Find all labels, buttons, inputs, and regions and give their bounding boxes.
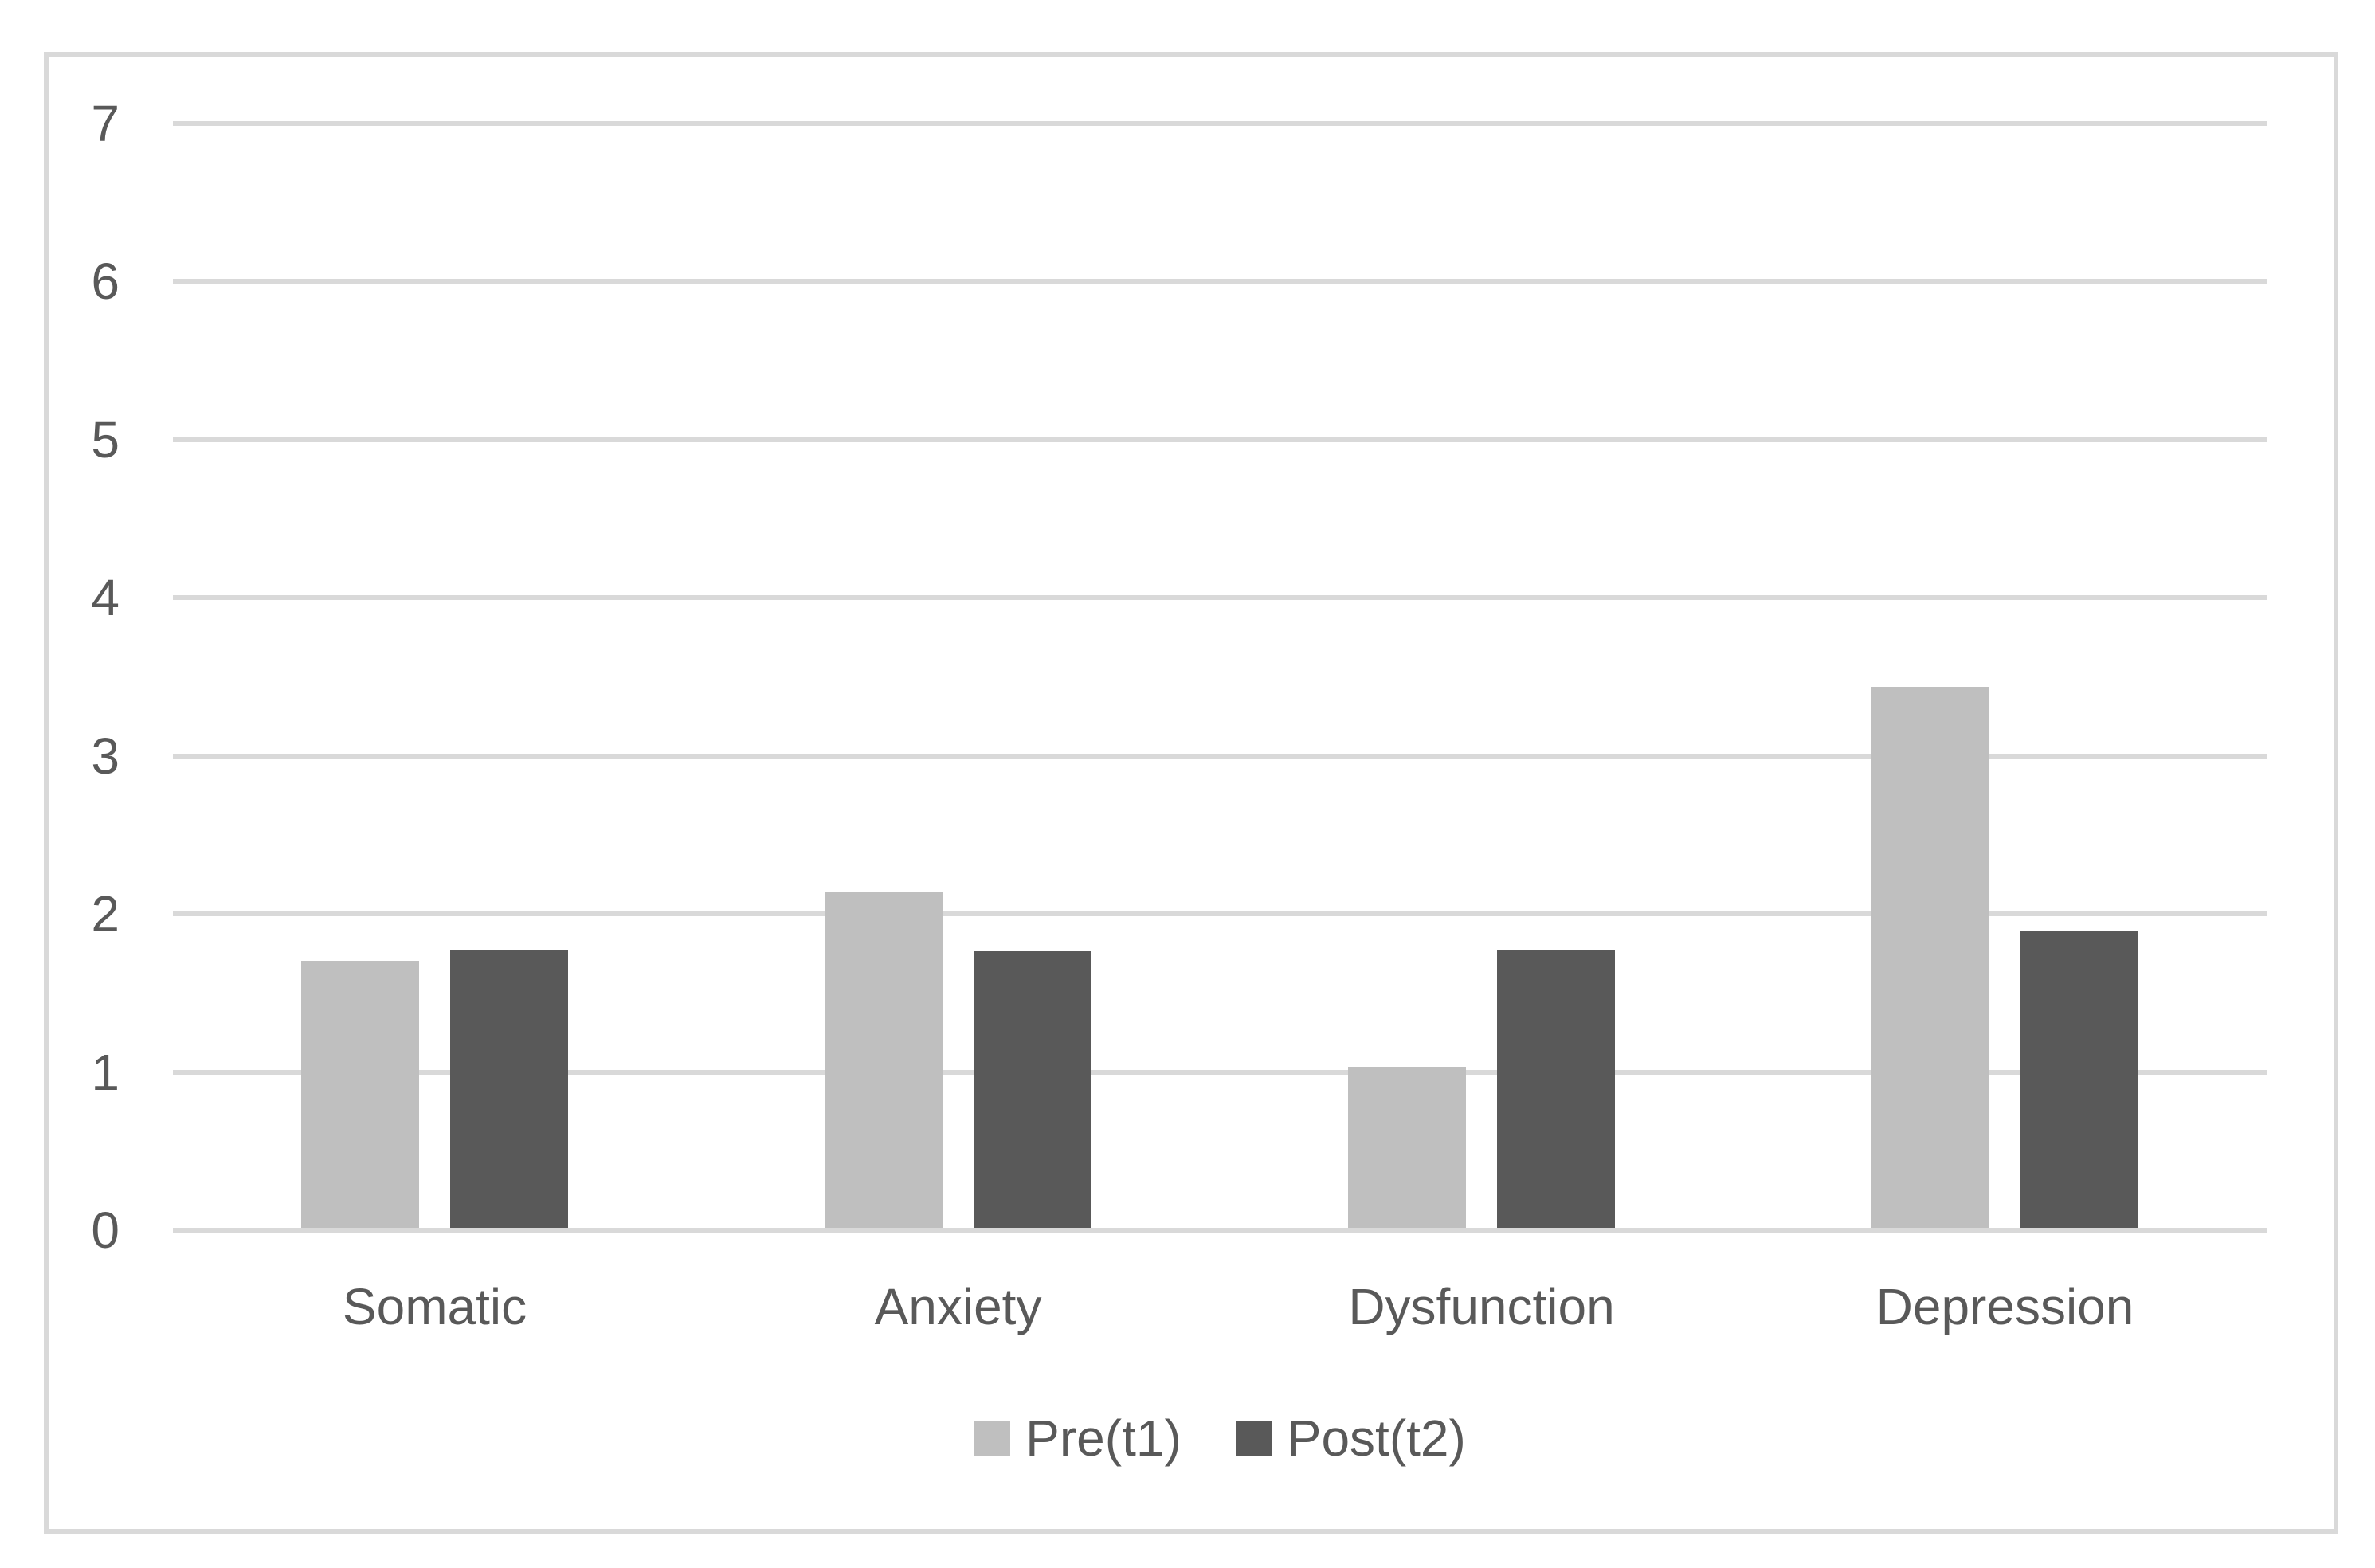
y-tick-label-2: 2 (91, 885, 120, 943)
y-tick-label-5: 5 (91, 410, 120, 468)
legend-label-pre: Pre(t1) (1025, 1409, 1182, 1467)
legend-item-post: Post(t2) (1235, 1409, 1466, 1467)
legend-label-post: Post(t2) (1287, 1409, 1466, 1467)
bar-pret1-dysfunction (1348, 1066, 1466, 1228)
gridline-y-7 (173, 121, 2267, 126)
gridline-y-0 (173, 1228, 2267, 1233)
category-label-somatic: Somatic (342, 1278, 527, 1335)
bar-pret1-depression (1871, 687, 1989, 1228)
legend: Pre(t1) Post(t2) (173, 1410, 2267, 1466)
bar-pret1-anxiety (825, 892, 943, 1228)
y-tick-label-6: 6 (91, 253, 120, 311)
gridline-y-3 (173, 753, 2267, 759)
bar-pret1-somatic (301, 960, 419, 1228)
category-label-depression: Depression (1875, 1278, 2134, 1335)
gridline-y-6 (173, 279, 2267, 284)
category-label-dysfunction: Dysfunction (1348, 1278, 1615, 1335)
gridline-y-1 (173, 1069, 2267, 1075)
legend-item-pre: Pre(t1) (974, 1410, 1182, 1466)
bar-postt2-anxiety (974, 951, 1091, 1228)
bar-postt2-dysfunction (1497, 949, 1615, 1228)
y-tick-label-1: 1 (91, 1043, 120, 1101)
category-label-anxiety: Anxiety (874, 1278, 1042, 1335)
gridline-y-2 (173, 911, 2267, 917)
y-tick-label-4: 4 (91, 569, 120, 627)
bar-postt2-depression (2020, 930, 2138, 1228)
y-tick-label-7: 7 (91, 95, 120, 152)
legend-swatch-pre (974, 1421, 1011, 1456)
y-tick-label-0: 0 (91, 1201, 120, 1259)
y-tick-label-3: 3 (91, 727, 120, 785)
legend-swatch-post (1235, 1421, 1272, 1456)
bar-postt2-somatic (450, 949, 568, 1228)
gridline-y-5 (173, 437, 2267, 442)
gridline-y-4 (173, 595, 2267, 601)
